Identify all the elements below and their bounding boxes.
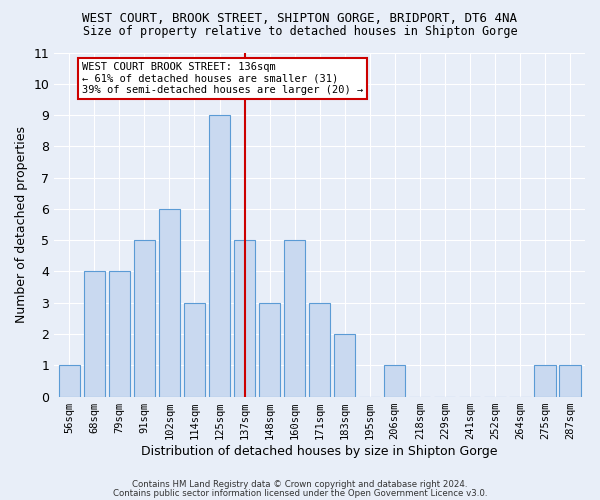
Text: Contains HM Land Registry data © Crown copyright and database right 2024.: Contains HM Land Registry data © Crown c… xyxy=(132,480,468,489)
Bar xyxy=(309,302,330,396)
Bar xyxy=(184,302,205,396)
X-axis label: Distribution of detached houses by size in Shipton Gorge: Distribution of detached houses by size … xyxy=(142,444,498,458)
Bar xyxy=(209,115,230,396)
Bar xyxy=(334,334,355,396)
Y-axis label: Number of detached properties: Number of detached properties xyxy=(15,126,28,323)
Bar xyxy=(159,209,180,396)
Bar xyxy=(284,240,305,396)
Bar xyxy=(535,366,556,396)
Bar xyxy=(559,366,581,396)
Bar xyxy=(384,366,406,396)
Bar xyxy=(109,272,130,396)
Bar xyxy=(234,240,255,396)
Bar xyxy=(59,366,80,396)
Text: WEST COURT, BROOK STREET, SHIPTON GORGE, BRIDPORT, DT6 4NA: WEST COURT, BROOK STREET, SHIPTON GORGE,… xyxy=(83,12,517,26)
Bar xyxy=(259,302,280,396)
Bar xyxy=(84,272,105,396)
Bar xyxy=(134,240,155,396)
Text: Contains public sector information licensed under the Open Government Licence v3: Contains public sector information licen… xyxy=(113,489,487,498)
Text: Size of property relative to detached houses in Shipton Gorge: Size of property relative to detached ho… xyxy=(83,25,517,38)
Text: WEST COURT BROOK STREET: 136sqm
← 61% of detached houses are smaller (31)
39% of: WEST COURT BROOK STREET: 136sqm ← 61% of… xyxy=(82,62,363,95)
